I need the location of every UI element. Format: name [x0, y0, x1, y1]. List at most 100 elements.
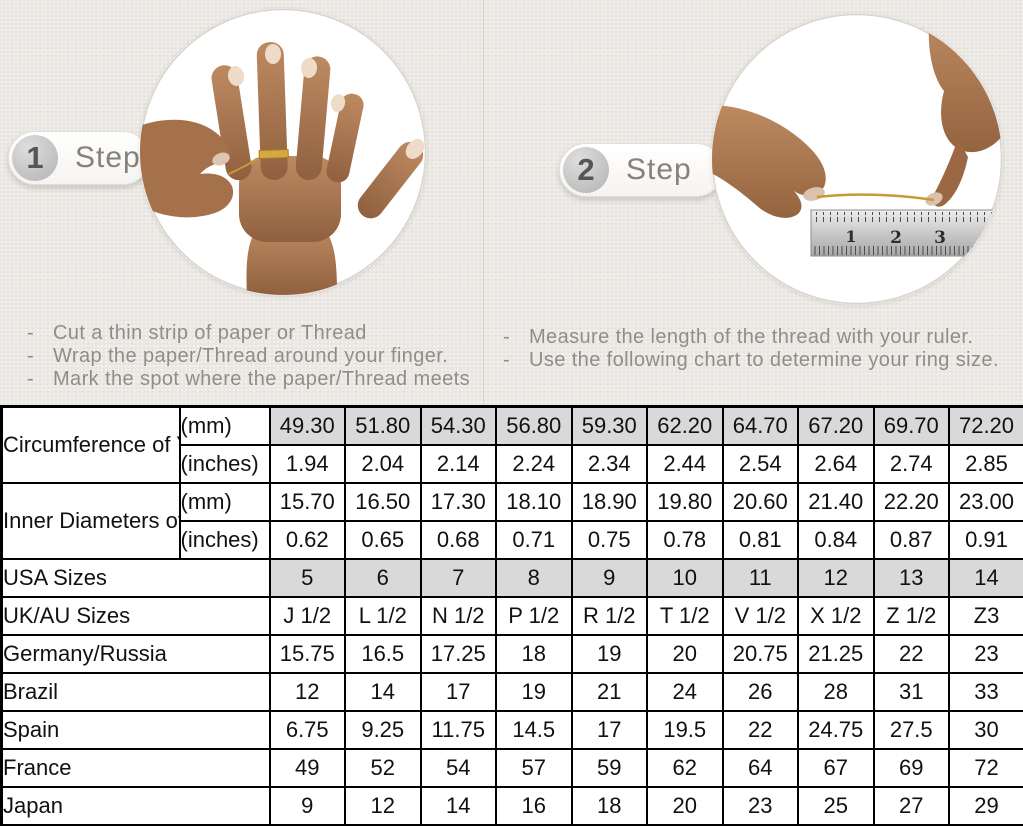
step-2-label: Step [626, 153, 692, 186]
table-cell: 62.20 [646, 405, 724, 446]
table-cell: 12 [797, 558, 875, 598]
table-cell: 19 [495, 672, 573, 712]
table-cell: 0.75 [570, 520, 648, 560]
instruction-text: Measure the length of the thread with yo… [529, 326, 974, 348]
table-cell: 21.25 [797, 634, 875, 674]
table-cell: 15.75 [268, 634, 346, 674]
bullet-dash: - [27, 345, 35, 367]
table-cell: 11 [721, 558, 799, 598]
table-cell: P 1/2 [495, 596, 573, 636]
table-cell: 59 [570, 748, 648, 788]
thread [816, 193, 935, 202]
table-row-diameter-mm: Inner Diameters of Rings (mm) 15.70 16.5… [0, 482, 1023, 560]
table-cell: 0.87 [872, 520, 950, 560]
table-row-circumference-inches: (inches) 1.94 2.04 2.14 2.24 2.34 2.44 2… [2, 444, 1023, 484]
table-cell: 18 [570, 786, 648, 826]
table-cell: 69.70 [872, 405, 950, 446]
table-cell: 2.85 [948, 444, 1023, 484]
table-row-spain: Spain 6.75 9.25 11.75 14.5 17 19.5 22 24… [0, 710, 1023, 750]
table-cell: 33 [948, 672, 1023, 712]
table-row-diameter-inches: (inches) 0.62 0.65 0.68 0.71 0.75 0.78 0… [2, 520, 1023, 560]
row-label-brazil: Brazil [0, 672, 271, 712]
step-1-badge: 1 Step [8, 131, 150, 185]
table-cell: 18.90 [570, 482, 648, 522]
row-label-ukau: UK/AU Sizes [0, 596, 271, 636]
row-label-spain: Spain [0, 710, 271, 750]
table-cell: 2.24 [495, 444, 573, 484]
table-cell: 2.74 [872, 444, 950, 484]
table-cell: 2.14 [419, 444, 497, 484]
table-cell: 13 [872, 558, 950, 598]
table-cell: 2.04 [344, 444, 422, 484]
unit-label-inches: (inches) [178, 444, 271, 484]
row-label-circumference: Circumference of Your Finger [0, 405, 181, 484]
table-cell: 20 [646, 634, 724, 674]
step-1-number: 1 [12, 135, 58, 181]
table-cell: 17.25 [419, 634, 497, 674]
bullet-dash: - [503, 326, 511, 348]
table-cell: 24.75 [797, 710, 875, 750]
row-label-japan: Japan [0, 786, 271, 826]
table-cell: 49 [268, 748, 346, 788]
table-cell: Z3 [948, 596, 1023, 636]
table-cell: 12 [268, 672, 346, 712]
svg-text:3: 3 [934, 228, 946, 248]
table-cell: 2.64 [797, 444, 875, 484]
table-cell: 6 [344, 558, 422, 598]
ruler: 1 2 3 [810, 209, 998, 257]
step-1-instructions: - Cut a thin strip of paper or Thread - Wr… [27, 322, 470, 391]
table-cell: 16.50 [344, 482, 422, 522]
ring-size-table: Circumference of Your Finger (mm) 49.30 … [0, 405, 1023, 826]
step-2-number: 2 [563, 147, 609, 193]
gold-ring-band [258, 148, 289, 160]
table-cell: 14 [948, 558, 1023, 598]
table-cell: 9.25 [344, 710, 422, 750]
step-1-label: Step [75, 141, 141, 174]
table-cell: 10 [646, 558, 724, 598]
table-cell: 19.80 [646, 482, 724, 522]
table-cell: 0.68 [419, 520, 497, 560]
table-cell: T 1/2 [646, 596, 724, 636]
table-cell: 69 [872, 748, 950, 788]
svg-text:2: 2 [890, 228, 902, 248]
table-row-ukau: UK/AU Sizes J 1/2 L 1/2 N 1/2 P 1/2 R 1/… [0, 596, 1023, 636]
table-row-usa: USA Sizes 5 6 7 8 9 10 11 12 13 14 [0, 558, 1023, 598]
unit-label-inches: (inches) [178, 520, 271, 560]
table-cell: 20 [646, 786, 724, 826]
table-cell: 57 [495, 748, 573, 788]
table-cell: 64.70 [721, 405, 799, 446]
table-cell: 25 [797, 786, 875, 826]
bullet-dash: - [27, 322, 35, 344]
row-label-germany-russia: Germany/Russia [0, 634, 271, 674]
table-cell: 51.80 [344, 405, 422, 446]
table-cell: 7 [419, 558, 497, 598]
table-cell: 20.75 [721, 634, 799, 674]
table-cell: 2.44 [646, 444, 724, 484]
table-row-brazil: Brazil 12 14 17 19 21 24 26 28 31 33 [0, 672, 1023, 712]
table-cell: 0.91 [948, 520, 1023, 560]
table-cell: 22 [721, 710, 799, 750]
table-cell: 27 [872, 786, 950, 826]
instruction-item: - Cut a thin strip of paper or Thread [27, 322, 470, 345]
table-cell: 2.54 [721, 444, 799, 484]
table-cell: 9 [268, 786, 346, 826]
table-cell: 23.00 [948, 482, 1023, 522]
table-cell: 20.60 [721, 482, 799, 522]
table-cell: 0.65 [344, 520, 422, 560]
table-cell: 62 [646, 748, 724, 788]
table-cell: Z 1/2 [872, 596, 950, 636]
table-cell: X 1/2 [797, 596, 875, 636]
step-2-photo: 1 2 3 [711, 13, 1003, 305]
table-cell: R 1/2 [570, 596, 648, 636]
table-cell: 21.40 [797, 482, 875, 522]
table-cell: 54 [419, 748, 497, 788]
table-cell: 72 [948, 748, 1023, 788]
table-cell: 29 [948, 786, 1023, 826]
step-1-photo [139, 8, 427, 296]
table-cell: 17 [419, 672, 497, 712]
table-cell: 1.94 [268, 444, 346, 484]
instruction-item: - Wrap the paper/Thread around your finge… [27, 345, 470, 368]
table-cell: 0.78 [646, 520, 724, 560]
table-row-circumference-mm: Circumference of Your Finger (mm) 49.30 … [0, 405, 1023, 484]
table-cell: 31 [872, 672, 950, 712]
